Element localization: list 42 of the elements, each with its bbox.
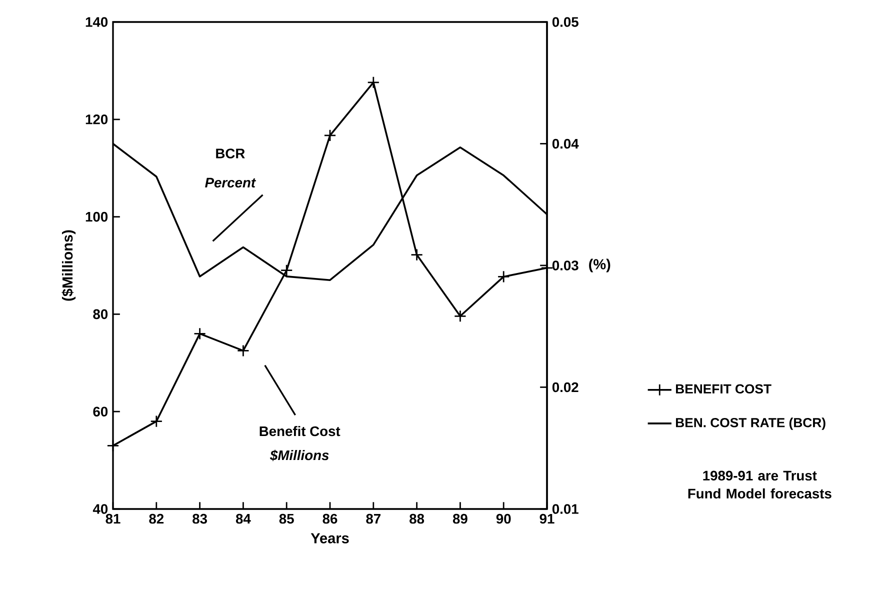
annotation: Benefit Cost [260, 426, 340, 436]
legend-label: BEN. COST RATE (BCR) [676, 418, 826, 430]
point [324, 129, 336, 142]
x-tick-label: 82 [149, 514, 164, 524]
point [150, 415, 163, 428]
x-tick-label: 91 [540, 514, 554, 524]
point [497, 270, 510, 283]
x-tick-label: 86 [322, 514, 338, 524]
y2-tick-label: 0.05 [552, 17, 578, 27]
x-tick-label: 81 [106, 514, 120, 524]
x-tick-label: 89 [452, 514, 468, 524]
x-tick-label: 90 [496, 514, 511, 524]
y2-tick-label: 0.04 [552, 138, 579, 149]
y-tick-label: 140 [86, 17, 108, 27]
point [454, 310, 466, 322]
y-tick-label: 100 [86, 212, 108, 222]
y2-tick-label: 0.03 [552, 260, 578, 270]
x-tick-label: 83 [192, 514, 208, 524]
y-tick-label: 80 [93, 309, 108, 320]
point [194, 327, 206, 340]
x-axis-title: Years [310, 533, 349, 544]
x-tick-label: 85 [279, 514, 294, 524]
annotation: $Millions [270, 450, 329, 462]
point [236, 344, 250, 357]
y2-tick-label: 0.02 [552, 382, 578, 392]
y-axis-title: ($Millions) [62, 230, 76, 301]
y-tick-label: 60 [93, 406, 108, 416]
y-tick-label: 40 [92, 504, 108, 514]
point [410, 248, 424, 262]
y2-axis-title: (%) [589, 258, 610, 272]
legend-label: BENEFIT COST [676, 384, 772, 394]
y2-tick-label: 0.01 [552, 504, 578, 514]
annotation: BCR [216, 148, 245, 158]
point [367, 76, 380, 89]
x-tick-label: 87 [366, 514, 380, 524]
x-tick-label: 84 [236, 514, 251, 524]
text: 1989-91 are Trust Fund Model forecasts [688, 470, 832, 499]
point [106, 439, 120, 452]
point [280, 264, 293, 277]
x-tick-label: 88 [410, 514, 424, 524]
y-tick-label: 120 [86, 114, 108, 124]
annotation: Percent [205, 178, 256, 188]
